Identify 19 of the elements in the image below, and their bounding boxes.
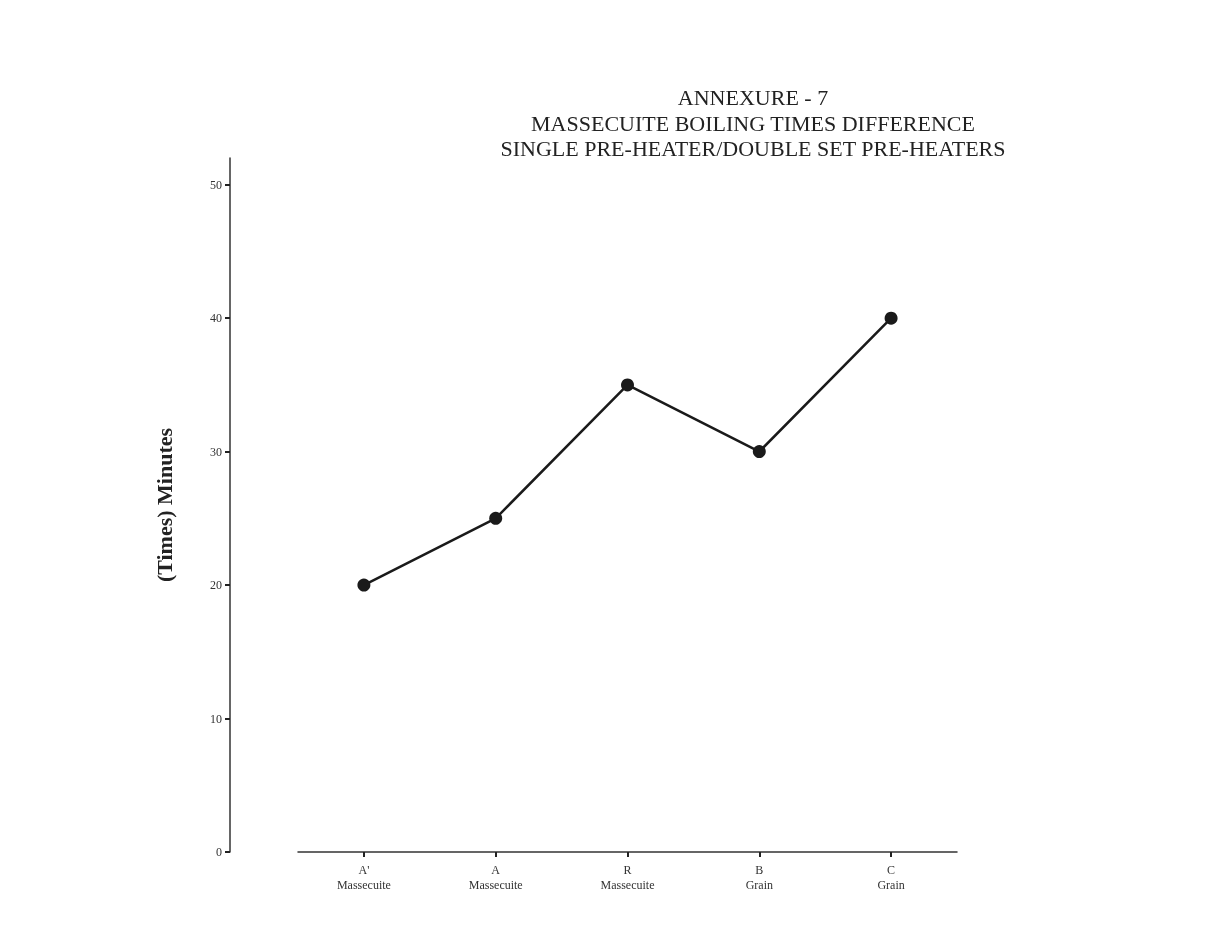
x-tick-label: R Massecuite xyxy=(600,862,655,892)
y-tick-label: 10 xyxy=(210,711,222,726)
x-tick-label: A Massecuite xyxy=(468,862,523,892)
point xyxy=(489,511,503,525)
point xyxy=(357,578,371,592)
point xyxy=(884,311,898,325)
chart-subtitle: MASSECUITE BOILING TIMES DIFFERENCE SINGLE PRE-HEATER/DOUBLE SET PRE-HEATERS xyxy=(500,111,1006,161)
x-tick-label: C Grain xyxy=(877,862,905,892)
chart-title: ANNEXURE - 7 xyxy=(677,84,829,110)
y-tick-label: 0 xyxy=(216,845,222,859)
y-tick-label: 30 xyxy=(210,444,222,459)
x-tick-label: B Grain xyxy=(745,862,773,892)
x-tick-label: A' Massecuite xyxy=(336,862,391,892)
y-tick-label: 40 xyxy=(210,311,222,326)
y-tick-label: 20 xyxy=(210,578,222,593)
point xyxy=(621,378,634,392)
point xyxy=(752,445,766,459)
y-tick-label: 50 xyxy=(210,177,222,192)
y-axis-title: (Times) Minutes xyxy=(151,427,177,583)
